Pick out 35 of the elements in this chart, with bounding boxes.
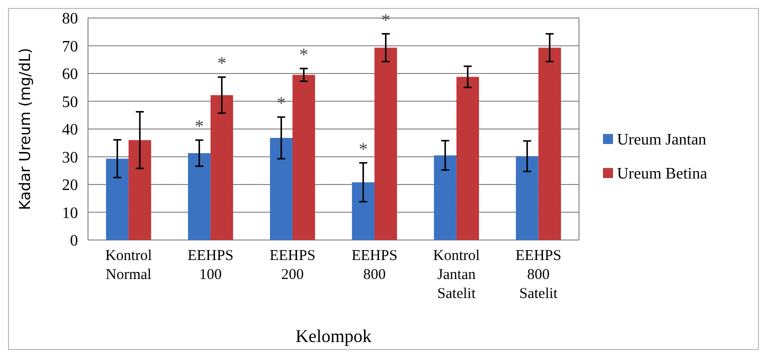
bar [434, 155, 456, 240]
bar [292, 74, 316, 240]
bar [106, 158, 129, 240]
x-tick-label: EEHPS 100 [188, 248, 234, 283]
x-tick-label: EEHPS 200 [270, 248, 316, 283]
y-tick-label: 20 [62, 177, 78, 194]
bar [456, 76, 479, 240]
x-tick-label: Kontrol Jantan Satelit [433, 248, 480, 302]
bar [374, 48, 398, 240]
bar [270, 138, 293, 240]
annotation: * [194, 116, 204, 136]
x-tick-label: EEHPS 800 Satelit [516, 248, 562, 302]
legend-label: Ureum Jantan [617, 132, 706, 149]
bar [352, 182, 374, 240]
annotation: * [299, 44, 308, 65]
bar [128, 140, 152, 240]
legend-label: Ureum Betina [617, 166, 708, 183]
y-axis-title: Kadar Ureum (mg/dL) [16, 48, 34, 210]
y-tick-label: 0 [70, 232, 78, 250]
bar [516, 156, 538, 240]
bar [538, 48, 561, 240]
bar [210, 95, 234, 240]
y-tick-label: 30 [62, 149, 78, 166]
x-tick-label: EEHPS 800 [352, 248, 398, 283]
y-tick-label: 70 [62, 38, 78, 56]
y-tick-label: 60 [62, 66, 78, 84]
annotation: * [217, 53, 226, 74]
annotation: * [358, 138, 368, 159]
y-tick-label: 40 [62, 122, 78, 139]
y-tick-label: 10 [62, 204, 78, 222]
bar [188, 153, 211, 240]
x-axis-title: Kelompok [296, 326, 372, 346]
x-tick-label: Kontrol Normal [105, 248, 152, 283]
y-tick-label: 50 [62, 94, 78, 111]
y-tick-label: 80 [62, 10, 78, 28]
